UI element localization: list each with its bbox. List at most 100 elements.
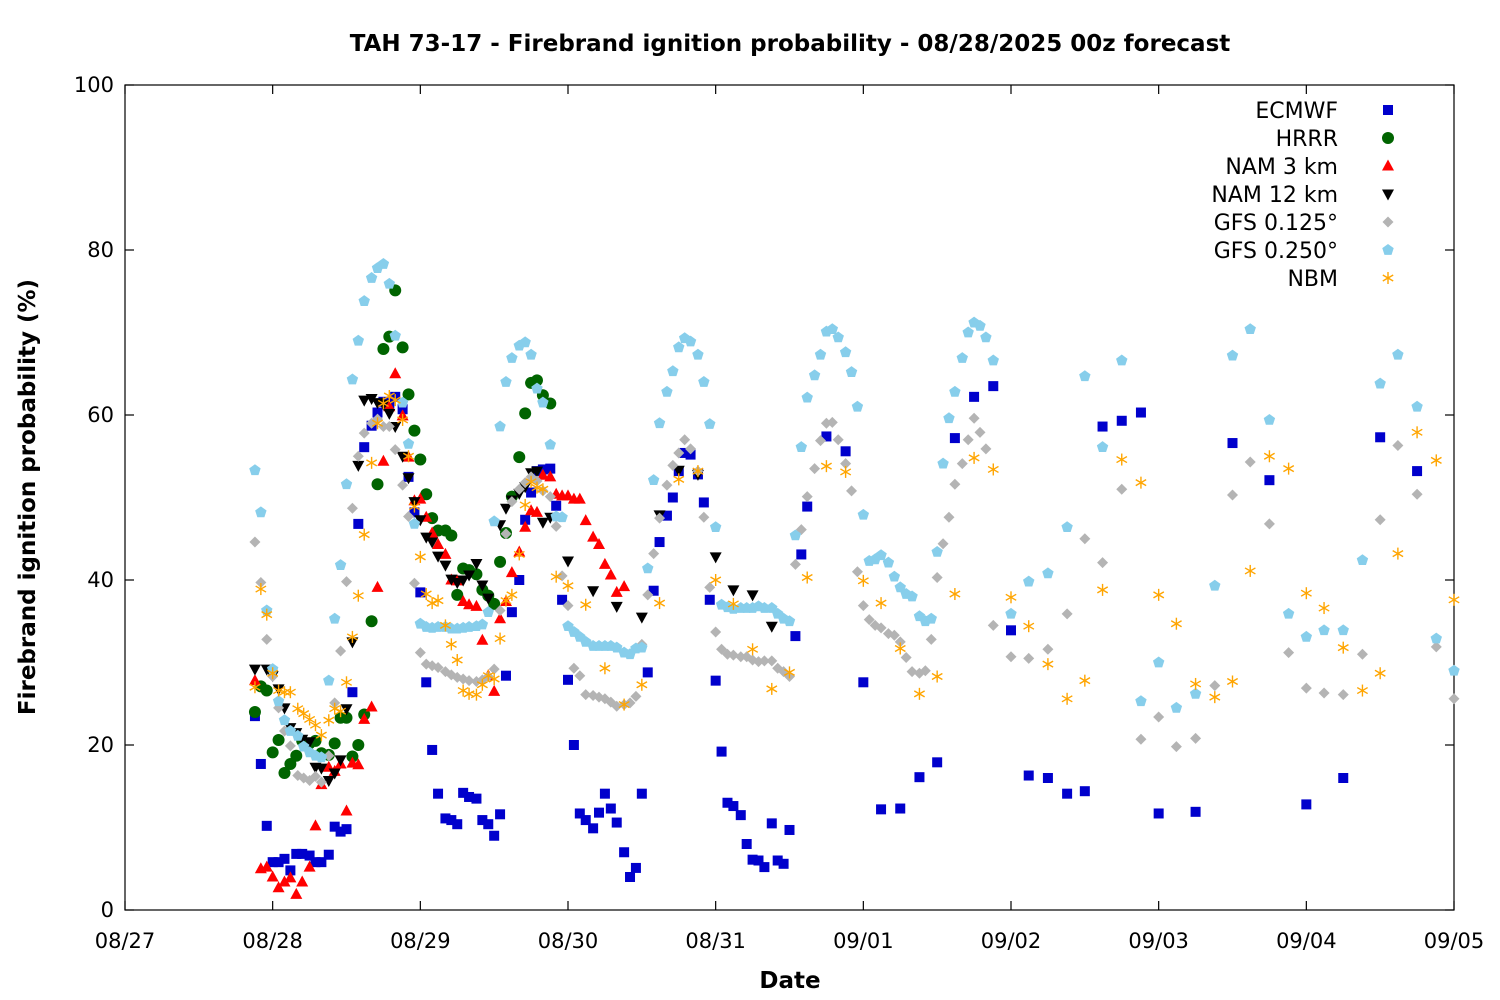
data-point bbox=[278, 875, 291, 887]
data-point bbox=[845, 366, 858, 377]
data-point bbox=[557, 594, 568, 605]
data-point bbox=[1116, 354, 1128, 366]
data-point bbox=[1079, 674, 1091, 687]
data-point bbox=[802, 501, 813, 512]
data-point bbox=[309, 819, 322, 831]
data-point bbox=[594, 807, 605, 818]
data-point bbox=[463, 570, 476, 582]
data-point bbox=[1061, 521, 1073, 533]
data-point bbox=[525, 475, 537, 488]
data-point bbox=[1079, 370, 1091, 382]
data-point bbox=[1153, 588, 1165, 601]
y-axis: 0 20 40 60 80 100 bbox=[74, 73, 1454, 922]
data-point bbox=[309, 770, 321, 782]
data-point bbox=[894, 581, 906, 593]
data-point bbox=[260, 684, 273, 697]
data-point bbox=[267, 667, 279, 680]
data-point bbox=[1135, 476, 1147, 489]
data-point bbox=[673, 447, 685, 459]
data-point bbox=[452, 819, 463, 830]
y-tick-label: 20 bbox=[87, 733, 114, 757]
data-point bbox=[1190, 677, 1202, 690]
data-point bbox=[888, 629, 900, 641]
data-point bbox=[1042, 773, 1053, 783]
data-point bbox=[396, 396, 409, 408]
data-point bbox=[1244, 323, 1256, 335]
data-point bbox=[500, 670, 511, 681]
data-point bbox=[383, 277, 396, 289]
data-point bbox=[1356, 554, 1369, 566]
data-point bbox=[1282, 607, 1295, 619]
data-point bbox=[526, 487, 537, 498]
data-point bbox=[249, 681, 261, 694]
data-point bbox=[684, 335, 697, 347]
data-point bbox=[667, 492, 678, 503]
data-point bbox=[266, 870, 279, 882]
data-point bbox=[389, 367, 402, 379]
data-point bbox=[974, 319, 986, 331]
data-point bbox=[445, 574, 458, 586]
data-point bbox=[988, 381, 999, 392]
data-point bbox=[1135, 733, 1147, 745]
data-point bbox=[636, 678, 648, 691]
data-point bbox=[974, 426, 986, 438]
data-point bbox=[747, 643, 759, 656]
data-point bbox=[536, 517, 549, 529]
data-point bbox=[580, 689, 592, 701]
x-tick-label: 09/02 bbox=[981, 929, 1042, 953]
data-point bbox=[913, 687, 925, 700]
data-point bbox=[1300, 587, 1312, 600]
data-point bbox=[255, 583, 267, 596]
data-point bbox=[316, 857, 327, 868]
data-point bbox=[610, 601, 623, 613]
data-point bbox=[439, 560, 452, 572]
data-point bbox=[937, 538, 949, 550]
data-point bbox=[796, 549, 807, 560]
data-point bbox=[1374, 514, 1386, 526]
data-point bbox=[531, 481, 543, 494]
data-point bbox=[906, 666, 918, 678]
data-point bbox=[1374, 377, 1386, 389]
data-point bbox=[329, 702, 341, 715]
data-point bbox=[808, 369, 821, 381]
data-point bbox=[296, 875, 309, 887]
data-point bbox=[618, 580, 631, 592]
data-point bbox=[347, 687, 358, 698]
data-point bbox=[673, 341, 685, 353]
data-point bbox=[335, 826, 346, 837]
data-point bbox=[642, 667, 653, 678]
data-point bbox=[801, 491, 813, 503]
data-point bbox=[371, 478, 384, 491]
data-point bbox=[545, 463, 556, 474]
data-point bbox=[304, 850, 315, 861]
data-point bbox=[352, 739, 365, 751]
data-point bbox=[1061, 692, 1073, 705]
data-point bbox=[1006, 625, 1016, 636]
data-point bbox=[488, 597, 501, 610]
data-point bbox=[550, 520, 562, 532]
data-point bbox=[882, 556, 895, 568]
data-point bbox=[463, 598, 476, 610]
data-point bbox=[1023, 652, 1035, 664]
data-point bbox=[1300, 630, 1313, 642]
data-point bbox=[710, 626, 722, 638]
data-point bbox=[432, 594, 444, 607]
data-point bbox=[722, 797, 733, 808]
data-point bbox=[679, 447, 690, 458]
data-point bbox=[389, 329, 401, 341]
data-point bbox=[278, 714, 291, 726]
data-point bbox=[408, 517, 421, 529]
data-point bbox=[949, 478, 961, 490]
data-point bbox=[809, 463, 821, 475]
data-point bbox=[488, 663, 500, 675]
data-point bbox=[440, 813, 451, 824]
data-point bbox=[346, 502, 358, 514]
data-point bbox=[735, 651, 747, 663]
data-point bbox=[588, 823, 599, 834]
data-point bbox=[654, 597, 666, 610]
data-point bbox=[397, 479, 409, 491]
chart-title: TAH 73-17 - Firebrand ignition probabili… bbox=[350, 31, 1231, 57]
data-point bbox=[284, 724, 297, 736]
data-point bbox=[661, 385, 673, 397]
data-point bbox=[408, 424, 421, 437]
